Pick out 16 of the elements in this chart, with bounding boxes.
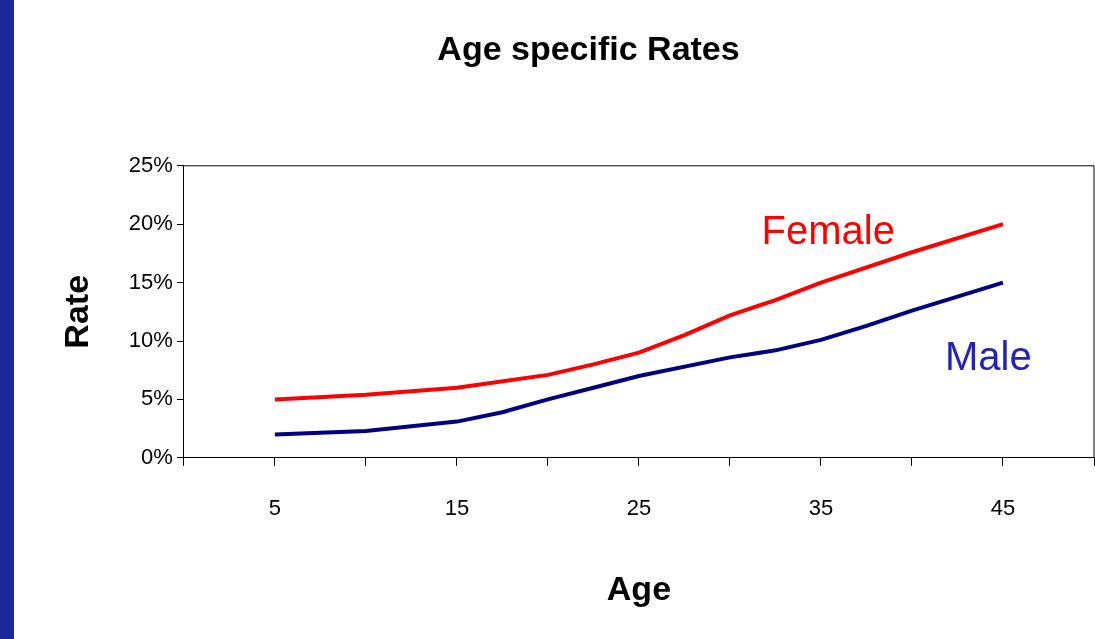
series-label: Male (944, 333, 1032, 378)
x-axis-title: Age (606, 568, 672, 607)
x-tick-label: 5 (268, 495, 281, 521)
chart-title: Age specific Rates (437, 28, 740, 67)
series-label: Female (761, 208, 895, 253)
y-axis-title: Rate (56, 274, 95, 349)
x-tick-label: 45 (990, 495, 1016, 521)
x-tick-label: 15 (444, 495, 470, 521)
y-tick-label: 15% (128, 268, 173, 294)
x-tick-label: 35 (808, 495, 834, 521)
y-tick-label: 5% (141, 385, 173, 411)
x-tick-label: 25 (626, 495, 652, 521)
y-tick-label: 0% (141, 443, 173, 469)
y-tick-label: 20% (128, 210, 173, 236)
y-tick-label: 10% (128, 327, 173, 353)
y-tick-label: 25% (128, 151, 173, 177)
